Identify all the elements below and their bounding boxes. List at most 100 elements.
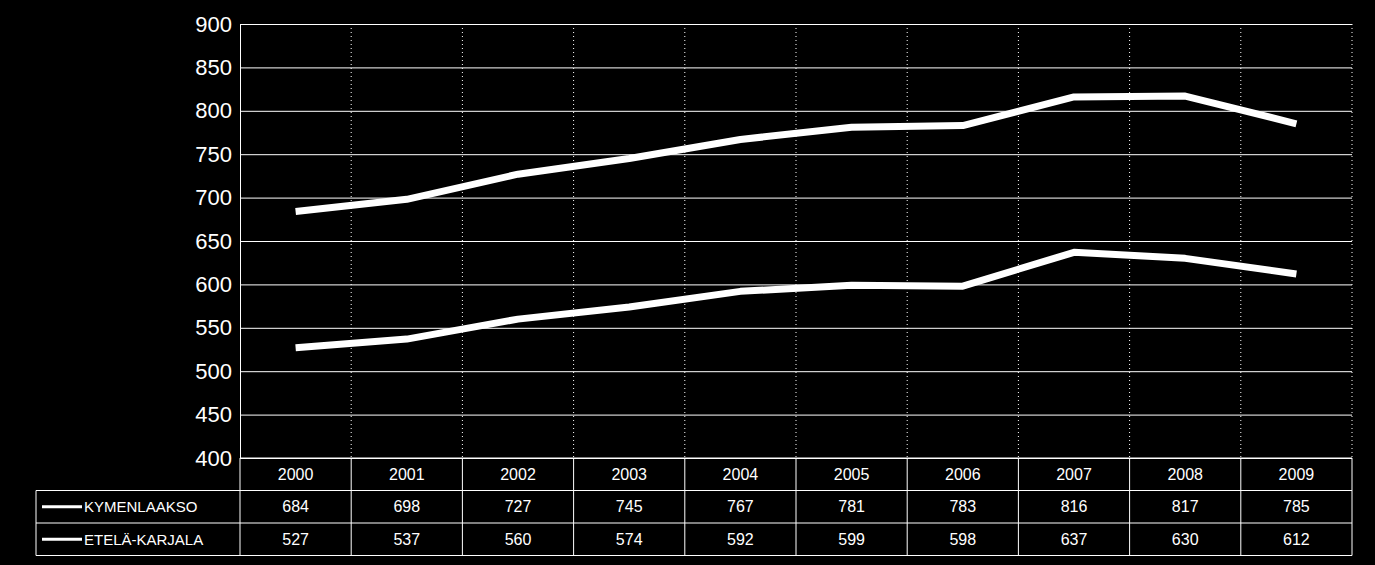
x-tick: 2005 xyxy=(834,466,870,483)
table-border xyxy=(36,555,1352,556)
table-border xyxy=(36,523,1352,524)
x-tick: 2006 xyxy=(945,466,981,483)
category-divider xyxy=(684,24,685,458)
table-value: 599 xyxy=(838,531,865,548)
x-tick-label: 2006 xyxy=(945,466,981,483)
y-axis-line xyxy=(241,25,1353,459)
table-border xyxy=(1352,458,1353,556)
x-tick: 2004 xyxy=(723,466,759,483)
table-value: 785 xyxy=(1283,498,1310,515)
x-tick-label: 2007 xyxy=(1056,466,1092,483)
table-value: 817 xyxy=(1172,498,1199,515)
table-border xyxy=(684,458,685,556)
legend-swatch xyxy=(42,505,82,508)
table-value: 537 xyxy=(393,531,420,548)
table-value: 560 xyxy=(505,531,532,548)
x-tick-label: 2000 xyxy=(278,466,314,483)
y-tick-label: 650 xyxy=(195,229,232,254)
grid-line xyxy=(240,415,1352,416)
table-border xyxy=(462,458,463,556)
table-value: 612 xyxy=(1283,531,1310,548)
x-tick: 2000 xyxy=(278,466,314,483)
table-value: 598 xyxy=(949,531,976,548)
category-divider xyxy=(1352,24,1353,458)
y-tick: 750 xyxy=(195,142,1352,167)
table-border xyxy=(1129,458,1130,556)
table-border xyxy=(351,458,352,556)
table-value: 630 xyxy=(1172,531,1199,548)
y-tick-label: 750 xyxy=(195,142,232,167)
table-value: 783 xyxy=(949,498,976,515)
grid-line xyxy=(240,111,1352,112)
table-border xyxy=(36,491,37,556)
legend-label: KYMENLAAKSO xyxy=(84,498,197,515)
x-tick: 2008 xyxy=(1167,466,1203,483)
y-tick-label: 700 xyxy=(195,185,232,210)
table-value: 684 xyxy=(282,498,309,515)
table-value: 767 xyxy=(727,498,754,515)
table-value: 592 xyxy=(727,531,754,548)
y-tick: 500 xyxy=(195,359,1352,384)
y-tick-label: 550 xyxy=(195,315,232,340)
y-tick-label: 850 xyxy=(195,55,232,80)
category-divider xyxy=(1018,24,1019,458)
grid-line xyxy=(240,154,1352,155)
category-divider xyxy=(462,24,463,458)
y-tick: 550 xyxy=(195,315,1352,340)
background xyxy=(0,0,1375,565)
table-value: 698 xyxy=(393,498,420,515)
x-tick-label: 2004 xyxy=(723,466,759,483)
table-border xyxy=(1240,458,1241,556)
y-tick: 450 xyxy=(195,402,1352,427)
y-tick: 800 xyxy=(195,98,1352,123)
y-tick-label: 800 xyxy=(195,98,232,123)
x-tick: 2007 xyxy=(1056,466,1092,483)
y-tick-label: 500 xyxy=(195,359,232,384)
y-tick-label: 600 xyxy=(195,272,232,297)
category-divider xyxy=(1129,24,1130,458)
y-tick: 600 xyxy=(195,272,1352,297)
x-axis: 2000 2001 2002 2003 2004 2005 2006 2007 2008 2009 xyxy=(278,466,1314,483)
category-divider xyxy=(351,24,352,458)
category-divider xyxy=(1240,24,1241,458)
x-tick: 2002 xyxy=(500,466,536,483)
x-tick-label: 2002 xyxy=(500,466,536,483)
x-tick-label: 2003 xyxy=(611,466,647,483)
legend-swatch xyxy=(42,538,82,541)
x-tick-label: 2009 xyxy=(1279,466,1315,483)
category-divider xyxy=(907,24,908,458)
x-tick-label: 2001 xyxy=(389,466,425,483)
x-tick-label: 2005 xyxy=(834,466,870,483)
x-tick-label: 2008 xyxy=(1167,466,1203,483)
legend-label: ETELÄ-KARJALA xyxy=(84,531,203,548)
chart: 400 450 500 550 600 650 700 750 800 850 900 KYMENLA… xyxy=(0,0,1375,565)
table-value: 574 xyxy=(616,531,643,548)
table-value: 816 xyxy=(1061,498,1088,515)
table-value: 781 xyxy=(838,498,865,515)
y-tick-label: 450 xyxy=(195,402,232,427)
table-border xyxy=(240,458,241,556)
table-value: 527 xyxy=(282,531,309,548)
x-tick: 2009 xyxy=(1279,466,1315,483)
vertical-grid xyxy=(351,24,1352,458)
y-tick: 650 xyxy=(195,229,1352,254)
y-tick-label: 900 xyxy=(195,12,232,37)
x-tick: 2001 xyxy=(389,466,425,483)
table-border xyxy=(796,458,797,556)
y-tick-label: 400 xyxy=(195,446,232,471)
y-tick: 900 xyxy=(195,12,1352,37)
table-border xyxy=(573,458,574,556)
x-tick: 2003 xyxy=(611,466,647,483)
table-border xyxy=(907,458,908,556)
table-value: 637 xyxy=(1061,531,1088,548)
series-line xyxy=(296,96,1297,211)
category-divider xyxy=(796,24,797,458)
y-axis: 400 450 500 550 600 650 700 750 800 850 900 xyxy=(195,12,1352,471)
table-value: 745 xyxy=(616,498,643,515)
grid-line xyxy=(240,241,1352,242)
series-line xyxy=(296,252,1297,347)
plot-area xyxy=(296,96,1297,348)
table-value: 727 xyxy=(505,498,532,515)
data-table: KYMENLAAKSO 684 698 727 745 767 781 783 816 817 78… xyxy=(36,458,1352,556)
y-tick: 850 xyxy=(195,55,1352,80)
